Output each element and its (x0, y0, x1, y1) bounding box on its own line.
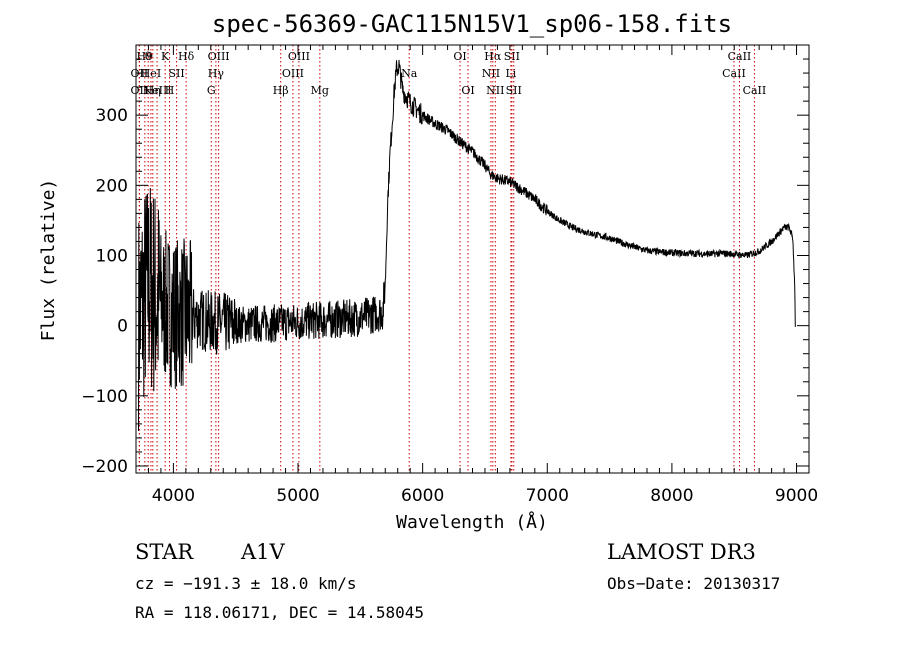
object-class: STAR (135, 540, 194, 564)
line-marker-label: HeI (141, 67, 161, 80)
redshift-velocity: cz = −191.3 ± 18.0 km/s (135, 574, 357, 593)
line-marker-label: CaII (743, 84, 767, 97)
line-marker-label: Li (505, 67, 516, 80)
x-axis-label: Wavelength (Å) (396, 511, 548, 533)
line-marker-label: SII (506, 84, 522, 97)
line-marker-label: Hβ (273, 84, 289, 97)
line-marker-label: OI (453, 50, 466, 63)
line-marker-label: OI (461, 84, 474, 97)
line-marker-label: OIII (282, 67, 304, 80)
line-marker-label: SII (504, 50, 520, 63)
line-marker-label: OIII (208, 50, 230, 63)
x-tick-label: 8000 (650, 486, 693, 506)
y-tick-label: −100 (81, 387, 128, 407)
y-tick-label: 200 (96, 176, 128, 196)
line-marker-label: CaII (722, 67, 746, 80)
line-marker-label: SII (169, 67, 185, 80)
line-marker-label: NII (486, 84, 504, 97)
line-marker-label: OII (131, 84, 149, 97)
line-markers: H9θOIIOIIHeIHηNeIIIKHSIIHδGHγOIIIHβOIIIO… (131, 45, 767, 473)
x-tick-label: 9000 (775, 486, 818, 506)
y-tick-label: 300 (96, 106, 128, 126)
line-marker-label: K (161, 50, 170, 63)
y-axis-label: Flux (relative) (38, 179, 59, 342)
line-marker-label: Hα (484, 50, 502, 63)
axis-ticks (135, 44, 810, 473)
x-tick-label: 7000 (526, 486, 569, 506)
chart-title: spec-56369-GAC115N15V1_sp06-158.fits (212, 10, 732, 38)
line-marker-label: NII (482, 67, 500, 80)
spectrum-series (138, 59, 796, 431)
tick-labels: 4000 5000 6000 7000 8000 9000 −200 −100 0 100 200 3… (81, 106, 818, 506)
line-marker-label: Hδ (178, 50, 195, 63)
line-marker-label: H (165, 84, 175, 97)
coordinates: RA = 118.06171, DEC = 14.58045 (135, 603, 424, 622)
x-tick-label: 6000 (401, 486, 444, 506)
observation-date: Obs−Date: 20130317 (607, 574, 781, 593)
x-tick-label: 4000 (152, 486, 195, 506)
line-marker-label: Na (401, 67, 418, 80)
line-marker-label: G (207, 84, 216, 97)
y-tick-label: −200 (81, 457, 128, 477)
y-tick-label: 0 (117, 317, 128, 337)
line-marker-label: Mg (311, 84, 329, 97)
line-marker-label: Hγ (208, 67, 225, 80)
line-marker-label: θ (145, 50, 152, 63)
y-tick-label: 100 (96, 246, 128, 266)
survey-name: LAMOST DR3 (607, 540, 756, 564)
spectrum-line (138, 59, 796, 431)
plot-frame (135, 44, 810, 474)
spectral-subclass: A1V (241, 540, 285, 564)
x-tick-label: 5000 (276, 486, 319, 506)
line-marker-label: OIII (288, 50, 310, 63)
line-marker-label: CaII (728, 50, 752, 63)
line-marker-label: NeIII (142, 84, 171, 97)
line-marker-label: H9 (137, 50, 154, 63)
